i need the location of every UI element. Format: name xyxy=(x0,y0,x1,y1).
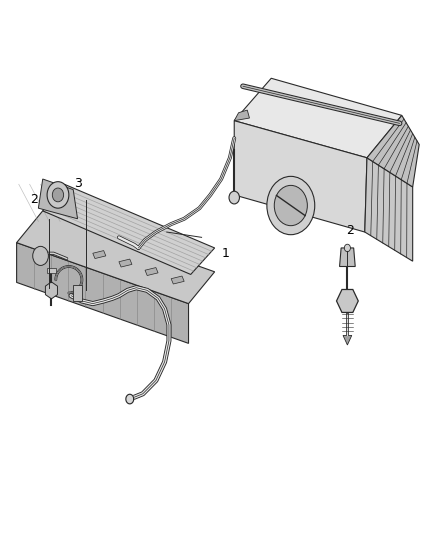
Polygon shape xyxy=(39,179,78,219)
Circle shape xyxy=(267,176,315,235)
Polygon shape xyxy=(367,115,419,187)
Polygon shape xyxy=(343,335,352,345)
Polygon shape xyxy=(17,243,188,343)
Polygon shape xyxy=(339,248,355,266)
Polygon shape xyxy=(119,259,132,267)
Polygon shape xyxy=(126,394,134,404)
Text: 3: 3 xyxy=(74,176,81,190)
Polygon shape xyxy=(73,285,82,301)
Circle shape xyxy=(52,188,64,202)
Text: 2: 2 xyxy=(346,224,353,237)
Polygon shape xyxy=(365,158,413,261)
Polygon shape xyxy=(145,268,158,276)
Text: 2: 2 xyxy=(30,192,38,206)
Polygon shape xyxy=(234,110,250,120)
Circle shape xyxy=(33,246,48,265)
Polygon shape xyxy=(47,268,56,273)
Polygon shape xyxy=(234,120,367,232)
Circle shape xyxy=(229,191,240,204)
Circle shape xyxy=(274,185,307,225)
Circle shape xyxy=(47,182,69,208)
Polygon shape xyxy=(46,282,57,299)
Polygon shape xyxy=(336,289,358,312)
Polygon shape xyxy=(171,276,184,284)
Polygon shape xyxy=(43,184,215,274)
Circle shape xyxy=(344,244,350,252)
Polygon shape xyxy=(17,211,215,304)
Polygon shape xyxy=(93,251,106,259)
Polygon shape xyxy=(234,78,402,158)
Text: 1: 1 xyxy=(221,247,229,260)
